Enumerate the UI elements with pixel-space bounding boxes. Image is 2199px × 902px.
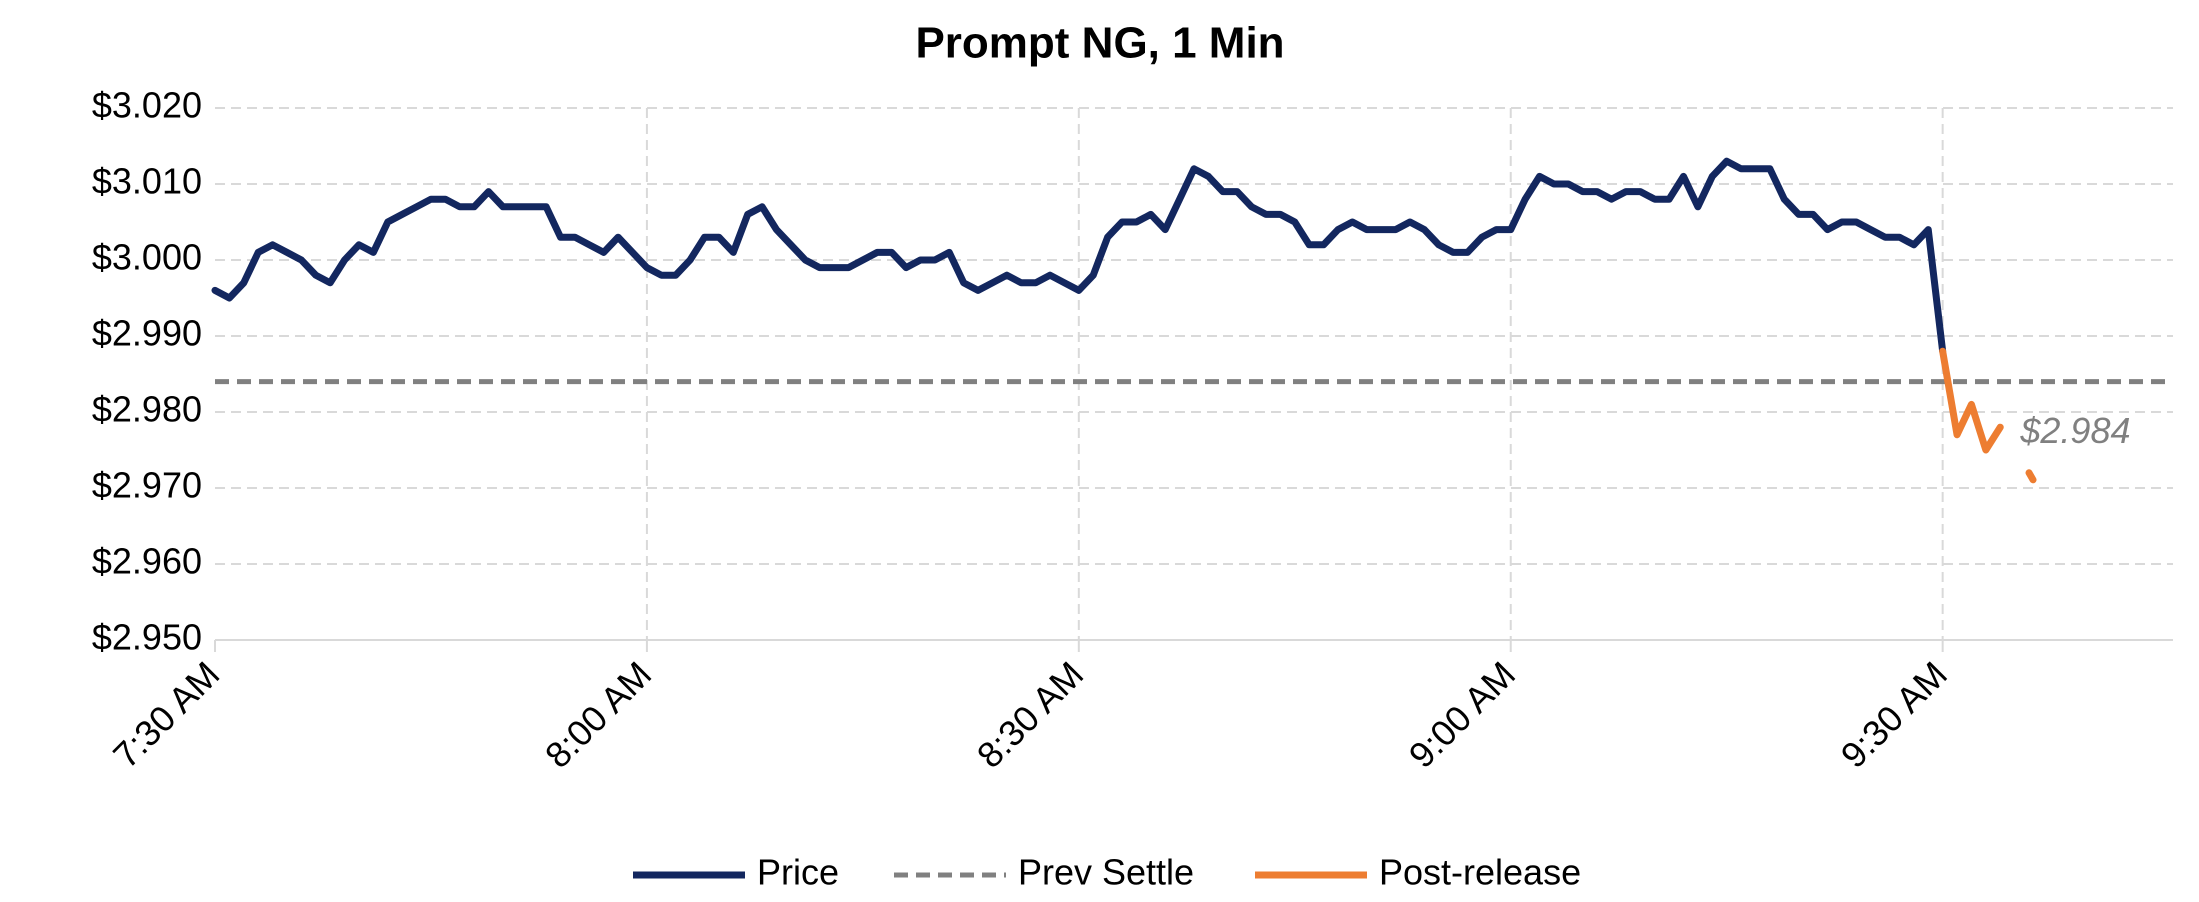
y-tick-label: $2.960: [92, 541, 202, 582]
y-tick-label: $2.950: [92, 617, 202, 658]
y-tick-label: $3.010: [92, 161, 202, 202]
y-tick-label: $2.990: [92, 313, 202, 354]
reference-label: $2.984: [2019, 410, 2130, 451]
y-tick-label: $3.000: [92, 237, 202, 278]
legend-label: Prev Settle: [1018, 852, 1194, 893]
x-tick-label: 7:30 AM: [105, 653, 227, 775]
series-line: [211, 157, 1947, 355]
y-tick-label: $3.020: [92, 85, 202, 126]
chart-title: Prompt NG, 1 Min: [915, 19, 1284, 68]
x-tick-label: 9:30 AM: [1833, 653, 1955, 775]
x-tick-label: 8:00 AM: [537, 653, 659, 775]
legend-label: Price: [757, 852, 839, 893]
legend-label: Post-release: [1379, 852, 1581, 893]
x-tick-label: 8:30 AM: [969, 653, 1091, 775]
series-line: [1939, 347, 2004, 454]
y-tick-label: $2.980: [92, 389, 202, 430]
x-tick-label: 9:00 AM: [1401, 653, 1523, 775]
series-line: [2025, 469, 2037, 484]
y-tick-label: $2.970: [92, 465, 202, 506]
